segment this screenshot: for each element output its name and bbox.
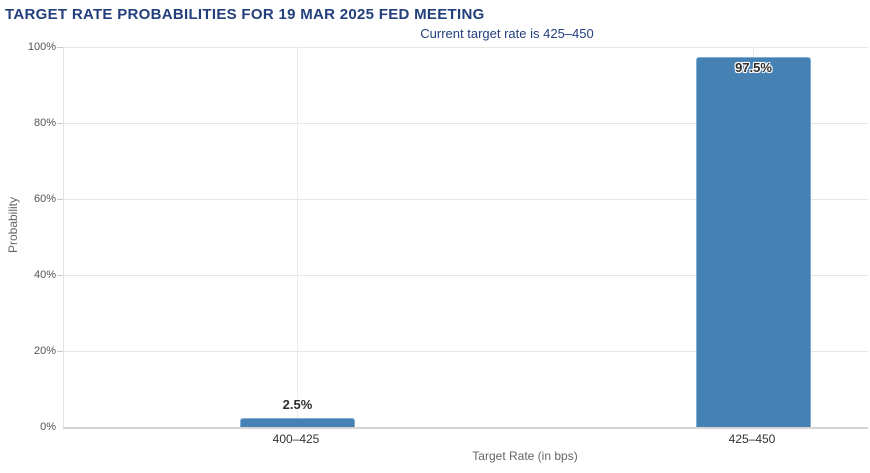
bar-400-425[interactable] bbox=[240, 417, 355, 427]
chart-title: TARGET RATE PROBABILITIES FOR 19 MAR 202… bbox=[5, 6, 485, 23]
plot-area: 2.5% 97.5% bbox=[57, 47, 868, 429]
gridline-horizontal bbox=[64, 199, 868, 200]
x-category-label: 425–450 bbox=[728, 432, 776, 446]
y-tick-label: 60% bbox=[33, 193, 56, 205]
y-tick-label: 0% bbox=[40, 421, 56, 433]
y-tick-mark bbox=[57, 199, 63, 200]
y-tick-label: 80% bbox=[33, 117, 56, 129]
bar-425-450[interactable] bbox=[696, 56, 811, 427]
x-axis-title: Target Rate (in bps) bbox=[472, 449, 578, 463]
y-tick-label: 40% bbox=[33, 269, 56, 281]
gridline-vertical bbox=[297, 47, 298, 427]
chart-subtitle: Current target rate is 425–450 bbox=[420, 26, 594, 41]
y-axis-title: Probability bbox=[6, 196, 20, 254]
y-tick-mark bbox=[57, 47, 63, 48]
gridline-horizontal bbox=[64, 351, 868, 352]
y-tick-mark bbox=[57, 123, 63, 124]
y-tick-mark bbox=[57, 351, 63, 352]
x-category-label: 400–425 bbox=[272, 432, 320, 446]
y-tick-mark bbox=[57, 275, 63, 276]
gridline-horizontal bbox=[64, 275, 868, 276]
bar-value-label: 97.5% bbox=[735, 60, 772, 75]
gridline-horizontal bbox=[64, 47, 868, 48]
y-tick-label: 20% bbox=[33, 345, 56, 357]
bar-value-label: 2.5% bbox=[282, 397, 313, 412]
y-tick-label: 100% bbox=[27, 41, 56, 53]
gridline-horizontal bbox=[64, 123, 868, 124]
